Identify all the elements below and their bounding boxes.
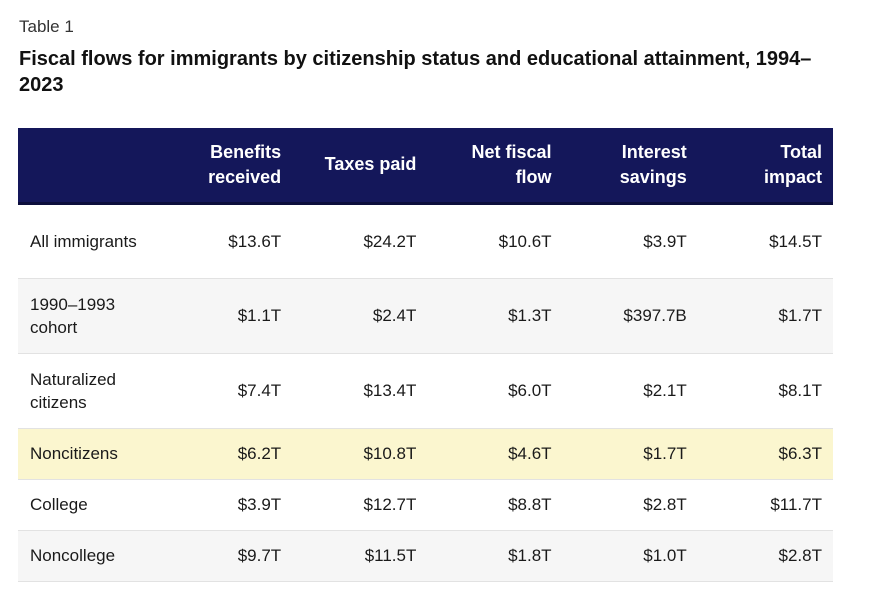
table-title: Fiscal flows for immigrants by citizensh… xyxy=(19,48,812,96)
value-cell: $1.3T xyxy=(427,278,563,354)
value-cell: $11.7T xyxy=(697,479,833,531)
value-cell: $1.7T xyxy=(562,428,698,480)
value-cell: $2.1T xyxy=(562,353,698,429)
table-label: Table 1 xyxy=(19,17,74,36)
table-row: Naturalized citizens $7.4T $13.4T $6.0T $2.1… xyxy=(18,353,833,429)
value-cell: $8.1T xyxy=(697,353,833,429)
value-cell: $13.6T xyxy=(157,203,293,279)
value-cell: $11.5T xyxy=(292,530,428,582)
value-cell: $3.9T xyxy=(157,479,293,531)
row-label: College xyxy=(18,479,157,531)
value-cell: $12.7T xyxy=(292,479,428,531)
value-cell: $1.1T xyxy=(157,278,293,354)
column-header: Total impact xyxy=(697,128,833,205)
header-row: Benefits received Taxes paid Net fiscal fl… xyxy=(18,128,833,205)
value-cell: $2.8T xyxy=(697,530,833,582)
value-cell: $2.4T xyxy=(292,278,428,354)
value-cell: $3.9T xyxy=(562,203,698,279)
value-cell: $1.8T xyxy=(427,530,563,582)
value-cell: $1.7T xyxy=(697,278,833,354)
table-row: All immigrants $13.6T $24.2T $10.6T $3.9T $14… xyxy=(18,203,833,279)
row-label: 1990–1993 cohort xyxy=(18,278,157,354)
header-cell xyxy=(18,128,157,205)
value-cell: $10.6T xyxy=(427,203,563,279)
row-label: All immigrants xyxy=(18,203,157,279)
column-header: Net fiscal flow xyxy=(427,128,563,205)
table-row: 1990–1993 cohort $1.1T $2.4T $1.3T $397.7B $1… xyxy=(18,278,833,354)
value-cell: $2.8T xyxy=(562,479,698,531)
table-row: Noncollege $9.7T $11.5T $1.8T $1.0T $2.8T xyxy=(18,530,833,582)
value-cell: $6.2T xyxy=(157,428,293,480)
data-table: Benefits received Taxes paid Net fiscal fl… xyxy=(18,128,833,582)
column-header: Taxes paid xyxy=(292,128,428,205)
table-row: Noncitizens $6.2T $10.8T $4.6T $1.7T $6.3T xyxy=(18,428,833,480)
value-cell: $4.6T xyxy=(427,428,563,480)
table-head: Benefits received Taxes paid Net fiscal fl… xyxy=(18,128,833,205)
column-header: Benefits received xyxy=(157,128,293,205)
value-cell: $397.7B xyxy=(562,278,698,354)
value-cell: $9.7T xyxy=(157,530,293,582)
row-label: Naturalized citizens xyxy=(18,353,157,429)
value-cell: $1.0T xyxy=(562,530,698,582)
value-cell: $13.4T xyxy=(292,353,428,429)
value-cell: $7.4T xyxy=(157,353,293,429)
column-header: Interest savings xyxy=(562,128,698,205)
row-label: Noncollege xyxy=(18,530,157,582)
table-body: All immigrants $13.6T $24.2T $10.6T $3.9T $14… xyxy=(18,203,833,582)
value-cell: $14.5T xyxy=(697,203,833,279)
value-cell: $10.8T xyxy=(292,428,428,480)
value-cell: $8.8T xyxy=(427,479,563,531)
table-row: College $3.9T $12.7T $8.8T $2.8T $11.7T xyxy=(18,479,833,531)
value-cell: $6.3T xyxy=(697,428,833,480)
value-cell: $6.0T xyxy=(427,353,563,429)
row-label: Noncitizens xyxy=(18,428,157,480)
value-cell: $24.2T xyxy=(292,203,428,279)
